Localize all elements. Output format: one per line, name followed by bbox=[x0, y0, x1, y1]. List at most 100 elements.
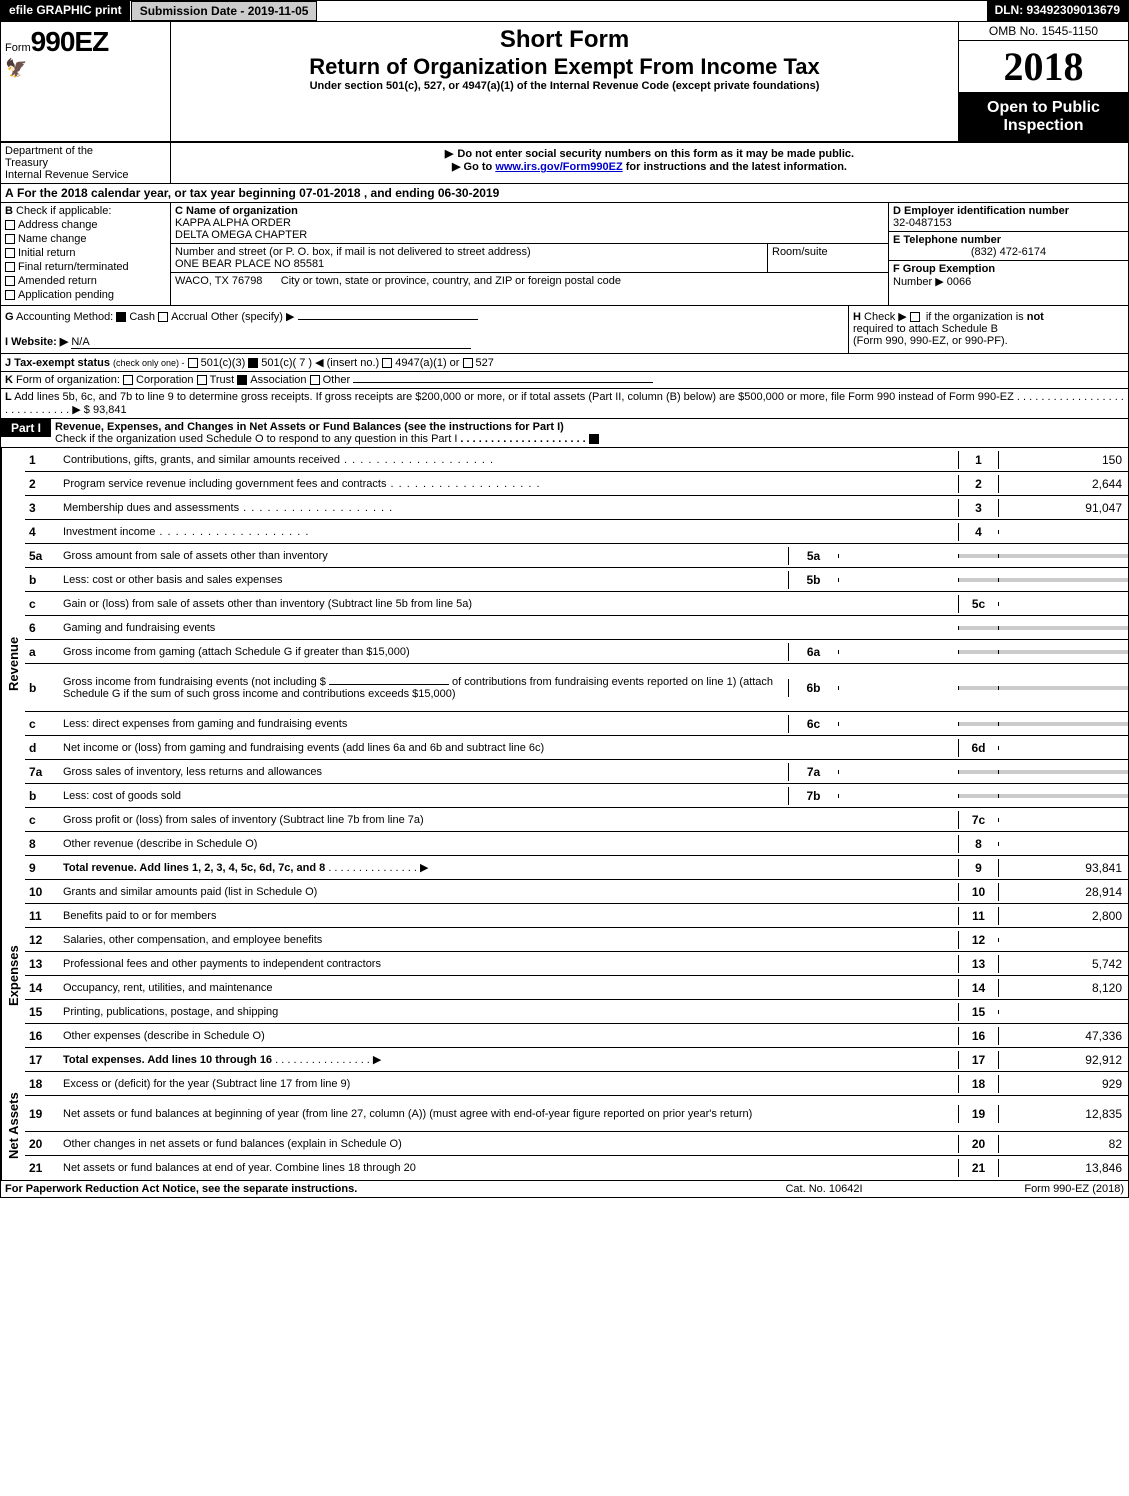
address-row: Number and street (or P. O. box, if mail… bbox=[171, 244, 888, 273]
row-5a-desc: Gross amount from sale of assets other t… bbox=[59, 548, 788, 564]
section-b-right: D Employer identification number 32-0487… bbox=[888, 203, 1128, 305]
form-number-box: Form990EZ 🦅 bbox=[1, 22, 171, 141]
form-header: Form990EZ 🦅 Short Form Return of Organiz… bbox=[0, 22, 1129, 143]
amended-return-label: Amended return bbox=[18, 275, 97, 287]
cash-checkbox[interactable] bbox=[116, 312, 126, 322]
row-7c-num: c bbox=[25, 811, 59, 829]
row-5b: b Less: cost or other basis and sales ex… bbox=[25, 568, 1128, 592]
section-g: G Accounting Method: Cash Accrual Other … bbox=[5, 310, 844, 323]
name-change-option[interactable]: Name change bbox=[5, 233, 166, 245]
footer: For Paperwork Reduction Act Notice, see … bbox=[0, 1181, 1129, 1198]
k-other-input[interactable] bbox=[353, 382, 653, 383]
row-11-num: 11 bbox=[25, 907, 59, 925]
part1-check-text: Check if the organization used Schedule … bbox=[55, 433, 457, 445]
net-assets-body: 18 Excess or (deficit) for the year (Sub… bbox=[25, 1072, 1128, 1180]
final-return-option[interactable]: Final return/terminated bbox=[5, 261, 166, 273]
row-10: 10 Grants and similar amounts paid (list… bbox=[25, 880, 1128, 904]
accrual-checkbox[interactable] bbox=[158, 312, 168, 322]
k-trust-checkbox[interactable] bbox=[197, 375, 207, 385]
i-label: I Website: ▶ bbox=[5, 336, 68, 348]
row-7c-rn: 7c bbox=[958, 811, 998, 829]
amended-return-option[interactable]: Amended return bbox=[5, 275, 166, 287]
row-2-val: 2,644 bbox=[998, 475, 1128, 493]
k-other-checkbox[interactable] bbox=[310, 375, 320, 385]
l-label: L bbox=[5, 391, 12, 403]
row-7a: 7a Gross sales of inventory, less return… bbox=[25, 760, 1128, 784]
return-title: Return of Organization Exempt From Incom… bbox=[175, 54, 954, 80]
row-10-rn: 10 bbox=[958, 883, 998, 901]
row-6-desc: Gaming and fundraising events bbox=[59, 620, 958, 636]
l-value: $ 93,841 bbox=[84, 404, 127, 416]
notice1: Do not enter social security numbers on … bbox=[175, 147, 1124, 160]
k-corp-checkbox[interactable] bbox=[123, 375, 133, 385]
row-14-desc: Occupancy, rent, utilities, and maintena… bbox=[59, 980, 958, 996]
form-number: 990EZ bbox=[31, 26, 109, 57]
row-6a: a Gross income from gaming (attach Sched… bbox=[25, 640, 1128, 664]
j-4947-checkbox[interactable] bbox=[382, 358, 392, 368]
open-public-line1: Open to Public bbox=[987, 99, 1100, 116]
row-14: 14 Occupancy, rent, utilities, and maint… bbox=[25, 976, 1128, 1000]
section-k: K Form of organization: Corporation Trus… bbox=[0, 372, 1129, 389]
h-label: H bbox=[853, 311, 861, 323]
row-7b-val bbox=[998, 794, 1128, 798]
dept-line3: Internal Revenue Service bbox=[5, 169, 129, 181]
org-name-box: C Name of organization KAPPA ALPHA ORDER… bbox=[171, 203, 888, 244]
tax-year-begin: 07-01-2018 bbox=[299, 186, 360, 200]
address-change-label: Address change bbox=[18, 219, 98, 231]
h-checkbox[interactable] bbox=[910, 312, 920, 322]
footer-right: Form 990-EZ (2018) bbox=[924, 1183, 1124, 1195]
open-public-badge: Open to Public Inspection bbox=[959, 93, 1128, 141]
row-10-desc: Grants and similar amounts paid (list in… bbox=[59, 884, 958, 900]
row-13-num: 13 bbox=[25, 955, 59, 973]
row-1-num: 1 bbox=[25, 451, 59, 469]
row-3: 3 Membership dues and assessments 3 91,0… bbox=[25, 496, 1128, 520]
row-6d-rn: 6d bbox=[958, 739, 998, 757]
row-11: 11 Benefits paid to or for members 11 2,… bbox=[25, 904, 1128, 928]
row-21-desc: Net assets or fund balances at end of ye… bbox=[59, 1160, 958, 1176]
row-7b-rn bbox=[958, 794, 998, 798]
expenses-side-label: Expenses bbox=[1, 880, 25, 1072]
j-527-checkbox[interactable] bbox=[463, 358, 473, 368]
row-6c-rn bbox=[958, 722, 998, 726]
j-501c3-checkbox[interactable] bbox=[188, 358, 198, 368]
row-4-desc: Investment income bbox=[59, 524, 958, 540]
row-2-rn: 2 bbox=[958, 475, 998, 493]
row-5c-val bbox=[998, 602, 1128, 606]
row-6c-desc: Less: direct expenses from gaming and fu… bbox=[59, 716, 788, 732]
row-9-desc: Total revenue. Add lines 1, 2, 3, 4, 5c,… bbox=[59, 859, 958, 876]
row-5a: 5a Gross amount from sale of assets othe… bbox=[25, 544, 1128, 568]
section-i: I Website: ▶ N/A bbox=[5, 335, 844, 349]
checkbox-icon bbox=[5, 234, 15, 244]
row-6b-val bbox=[998, 686, 1128, 690]
row-5a-rn bbox=[958, 554, 998, 558]
row-18-val: 929 bbox=[998, 1075, 1128, 1093]
row-6b-input[interactable] bbox=[329, 684, 449, 685]
row-12-desc: Salaries, other compensation, and employ… bbox=[59, 932, 958, 948]
section-a-prefix: For the 2018 calendar year, or tax year … bbox=[17, 186, 299, 200]
initial-return-option[interactable]: Initial return bbox=[5, 247, 166, 259]
irs-link[interactable]: www.irs.gov/Form990EZ bbox=[495, 161, 622, 173]
row-19: 19 Net assets or fund balances at beginn… bbox=[25, 1096, 1128, 1132]
expenses-section: Expenses 10 Grants and similar amounts p… bbox=[0, 880, 1129, 1072]
row-11-val: 2,800 bbox=[998, 907, 1128, 925]
row-6b: b Gross income from fundraising events (… bbox=[25, 664, 1128, 712]
row-5a-val bbox=[998, 554, 1128, 558]
address-change-option[interactable]: Address change bbox=[5, 219, 166, 231]
efile-print-button[interactable]: efile GRAPHIC print bbox=[1, 1, 131, 21]
org-name-2: DELTA OMEGA CHAPTER bbox=[175, 229, 307, 241]
under-section: Under section 501(c), 527, or 4947(a)(1)… bbox=[175, 80, 954, 92]
final-return-label: Final return/terminated bbox=[18, 261, 129, 273]
k-assoc-checkbox[interactable] bbox=[237, 375, 247, 385]
row-5a-mid: 5a bbox=[788, 547, 838, 565]
notice2-prefix: Go to bbox=[464, 161, 496, 173]
part1-checkbox[interactable] bbox=[589, 434, 599, 444]
row-6b-desc1: Gross income from fundraising events (no… bbox=[63, 676, 329, 688]
j-opt1: 501(c)(3) bbox=[201, 357, 246, 369]
k-text: Form of organization: bbox=[16, 374, 120, 386]
other-specify-input[interactable] bbox=[298, 319, 478, 320]
application-pending-option[interactable]: Application pending bbox=[5, 289, 166, 301]
section-l: L Add lines 5b, 6c, and 7b to line 9 to … bbox=[0, 389, 1129, 419]
expenses-body: 10 Grants and similar amounts paid (list… bbox=[25, 880, 1128, 1072]
j-501c-checkbox[interactable] bbox=[248, 358, 258, 368]
row-1-rn: 1 bbox=[958, 451, 998, 469]
